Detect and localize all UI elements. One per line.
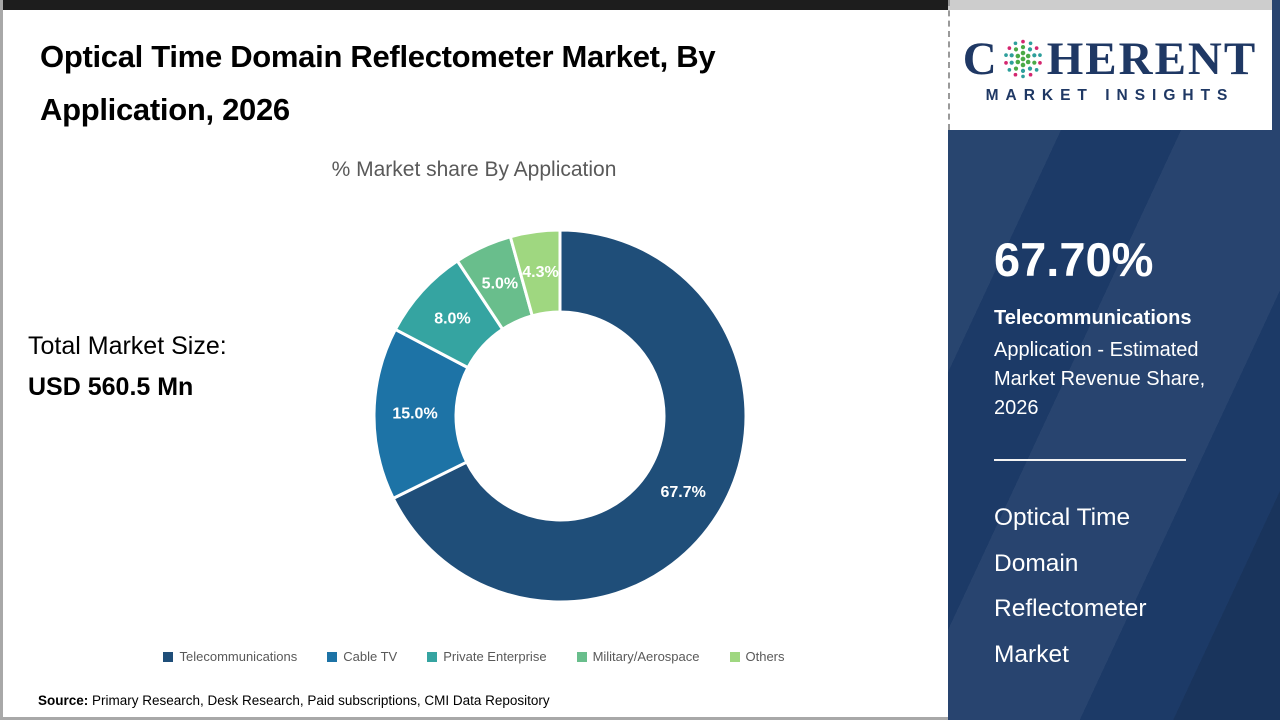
total-market-size-label: Total Market Size: [28, 332, 227, 360]
legend-swatch [576, 651, 587, 662]
legend-item-private-enterprise: Private Enterprise [427, 649, 547, 664]
source-label: Source: [38, 693, 89, 708]
legend-item-cable-tv: Cable TV [327, 649, 397, 664]
donut-chart-svg: 67.7% 15.0% 8.0% 5.0%4.3% [372, 228, 748, 604]
source-text: Primary Research, Desk Research, Paid su… [88, 693, 550, 708]
donut-slice-label: 4.3% [522, 264, 558, 281]
highlight-stat-value: 67.70% [994, 233, 1154, 286]
sidebar-market-name-line: Market [994, 640, 1069, 668]
source-line: Source: Primary Research, Desk Research,… [38, 693, 550, 708]
highlight-stat-description: Application - Estimated Market Revenue S… [994, 336, 1205, 423]
highlight-stat-segment: Telecommunications [994, 307, 1192, 329]
legend-label: Private Enterprise [443, 649, 547, 664]
brand-logo: C HERENT MARKET INSIGHTS [948, 10, 1272, 130]
top-border-bar [0, 0, 948, 10]
sidebar-market-name-line: Optical Time [994, 504, 1131, 531]
page-title: Optical Time Domain Reflectometer Market… [40, 30, 920, 136]
logo-top-strip [948, 0, 1272, 10]
legend-label: Military/Aerospace [592, 649, 700, 664]
legend-swatch [427, 651, 438, 662]
left-border [0, 0, 3, 720]
legend-label: Telecommunications [179, 649, 298, 664]
total-market-size-block: Total Market Size: USD 560.5 Mn [28, 326, 227, 408]
donut-slice-label: 15.0% [392, 406, 437, 423]
donut-slice-label: 67.7% [660, 484, 705, 501]
brand-logo-letter-c: C [962, 32, 999, 85]
sidebar-market-name: Optical Time Domain Reflectometer Market [994, 495, 1224, 677]
legend-item-telecommunications: Telecommunications [163, 649, 297, 664]
sidebar: C HERENT MARKET INSIGHTS 67.70% Telecomm… [948, 0, 1280, 720]
coherent-globe-icon [1003, 39, 1042, 79]
donut-slice-others [508, 228, 562, 318]
stat-desc-line: Application - Estimated [994, 339, 1199, 361]
legend-swatch [327, 651, 338, 662]
sidebar-dashed-separator [948, 0, 950, 130]
legend-label: Cable TV [343, 649, 398, 664]
brand-logo-wordmark: C HERENT [962, 32, 1258, 85]
stat-desc-line: 2026 [994, 397, 1039, 419]
brand-logo-tagline: MARKET INSIGHTS [985, 86, 1235, 104]
page-title-line2: Application, 2026 [40, 92, 290, 127]
donut-slice-telecommunications [391, 228, 748, 604]
chart-title: % Market share By Application [331, 158, 617, 181]
legend-swatch [729, 651, 740, 662]
donut-slice-label: 5.0% [482, 276, 518, 293]
legend-item-others: Others [729, 649, 785, 664]
total-market-size-value: USD 560.5 Mn [28, 373, 194, 401]
bottom-border [0, 717, 950, 720]
sidebar-market-name-line: Domain [994, 549, 1079, 577]
legend-item-military-aerospace: Military/Aerospace [576, 649, 700, 664]
legend-label: Others [745, 649, 785, 664]
chart-legend: Telecommunications Cable TV Private Enterp… [0, 649, 948, 664]
stat-desc-line: Market Revenue Share, [994, 368, 1206, 390]
donut-slice-label: 8.0% [434, 310, 470, 327]
sidebar-market-name-line: Reflectometer [994, 595, 1147, 622]
brand-logo-letters-rest: HERENT [1046, 32, 1258, 85]
sidebar-divider-line [994, 459, 1186, 461]
donut-chart: 67.7% 15.0% 8.0% 5.0% 4.3% [370, 226, 750, 606]
page-title-line1: Optical Time Domain Reflectometer Market… [40, 39, 716, 74]
legend-swatch [163, 651, 174, 662]
